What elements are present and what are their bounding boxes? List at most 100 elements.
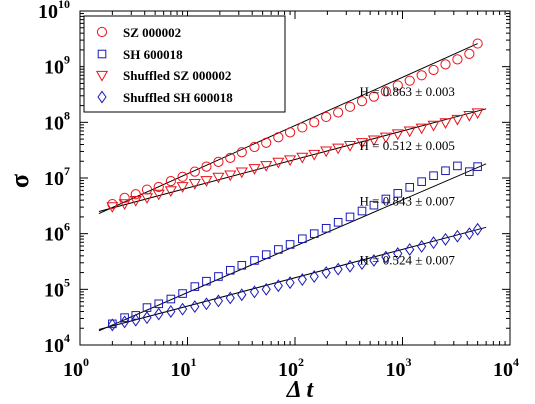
data-point-series-3	[273, 279, 283, 293]
data-point-series-0	[153, 181, 164, 193]
data-point-series-0	[177, 171, 188, 182]
hurst-annotation-1: H = 0.512 ± 0.005	[360, 138, 455, 153]
data-point-series-2	[235, 167, 248, 179]
data-point-series-1	[381, 194, 391, 204]
data-point-series-2	[164, 186, 177, 197]
data-point-series-3	[131, 313, 141, 327]
data-point-series-3	[213, 294, 224, 308]
data-point-series-3	[154, 307, 164, 321]
data-point-series-1	[178, 289, 187, 298]
data-point-series-0	[249, 141, 260, 153]
data-point-series-0	[309, 117, 320, 128]
data-point-series-2	[308, 149, 321, 161]
data-point-series-1	[120, 313, 129, 322]
data-point-series-0	[236, 147, 247, 158]
data-point-series-2	[296, 152, 309, 164]
data-point-series-2	[284, 155, 297, 167]
x-axis-label: Δ t	[286, 377, 315, 403]
y-tick-label: 106	[44, 220, 70, 246]
data-point-series-0	[165, 175, 176, 187]
data-point-series-3	[261, 282, 271, 296]
data-point-series-1	[357, 206, 367, 216]
x-tick-label: 103	[386, 355, 412, 381]
x-tick-label: 100	[63, 355, 89, 381]
data-point-series-1	[261, 250, 271, 259]
data-point-series-2	[152, 189, 165, 201]
data-point-series-2	[272, 157, 285, 169]
data-point-series-2	[451, 114, 464, 126]
legend: SZ 000002 SH 600018 Shuffled SZ 000002 S…	[83, 15, 286, 113]
data-point-series-3	[345, 259, 355, 273]
data-point-series-3	[190, 300, 200, 314]
x-tick-label: 101	[171, 355, 197, 381]
data-point-series-2	[332, 143, 345, 155]
data-point-series-2	[471, 108, 484, 120]
data-point-series-0	[213, 156, 224, 167]
y-tick-label: 109	[44, 53, 70, 79]
data-point-series-1	[429, 171, 438, 180]
data-point-series-0	[368, 91, 380, 102]
data-point-series-1	[393, 189, 403, 198]
data-point-series-2	[403, 126, 416, 138]
data-point-series-2	[415, 123, 428, 135]
data-point-series-3	[333, 262, 343, 276]
legend-label-shuffled-sz000002: Shuffled SZ 000002	[123, 68, 231, 83]
data-point-series-3	[464, 227, 474, 241]
data-point-series-2	[463, 110, 476, 122]
fit-line-1	[98, 163, 487, 332]
hurst-annotation-0: H = 0.863 ± 0.003	[360, 84, 455, 99]
data-point-series-0	[380, 86, 391, 97]
y-tick-label: 105	[44, 275, 70, 301]
legend-label-sh600018: SH 600018	[123, 47, 183, 62]
data-point-series-2	[212, 172, 225, 184]
data-point-series-0	[344, 101, 356, 112]
data-point-series-1	[369, 200, 379, 210]
data-point-series-0	[261, 137, 272, 148]
data-point-series-0	[428, 64, 439, 76]
data-point-series-3	[177, 302, 188, 316]
legend-box	[83, 15, 286, 113]
data-point-series-3	[309, 270, 319, 283]
data-point-series-2	[129, 196, 142, 207]
data-point-series-3	[393, 247, 403, 260]
data-point-series-3	[249, 285, 260, 299]
data-point-series-1	[345, 212, 355, 222]
data-point-series-0	[472, 38, 483, 49]
data-point-series-1	[166, 294, 176, 304]
data-point-series-3	[357, 257, 367, 271]
data-point-series-2	[355, 138, 369, 149]
data-point-series-3	[225, 291, 235, 305]
data-point-series-3	[417, 239, 427, 253]
data-point-series-0	[452, 54, 463, 65]
data-point-series-3	[119, 315, 130, 329]
data-point-series-0	[321, 111, 332, 123]
data-point-series-1	[453, 161, 462, 171]
data-point-series-0	[416, 70, 427, 81]
fit-line-3	[98, 226, 487, 330]
data-point-series-2	[367, 135, 380, 147]
data-point-series-1	[274, 245, 283, 254]
data-point-series-0	[392, 80, 403, 91]
data-point-series-1	[237, 261, 247, 270]
data-point-series-3	[297, 273, 307, 286]
data-point-series-0	[440, 59, 451, 70]
data-point-series-0	[333, 107, 344, 118]
x-tick-label: 102	[278, 355, 304, 381]
data-point-series-0	[273, 132, 284, 143]
legend-markers	[95, 26, 109, 104]
data-point-series-2	[106, 202, 119, 213]
legend-marker-2	[95, 70, 109, 82]
data-point-series-0	[404, 75, 415, 86]
data-point-series-2	[118, 199, 131, 210]
legend-label-sz000002: SZ 000002	[123, 25, 181, 40]
data-point-series-1	[190, 282, 200, 291]
data-point-series-3	[440, 232, 451, 246]
data-point-series-1	[285, 240, 295, 249]
data-point-series-0	[464, 48, 475, 59]
data-point-series-1	[309, 229, 319, 238]
data-point-series-0	[225, 152, 236, 163]
data-point-series-1	[225, 265, 235, 275]
data-point-series-3	[381, 250, 391, 264]
data-point-series-0	[130, 189, 141, 200]
